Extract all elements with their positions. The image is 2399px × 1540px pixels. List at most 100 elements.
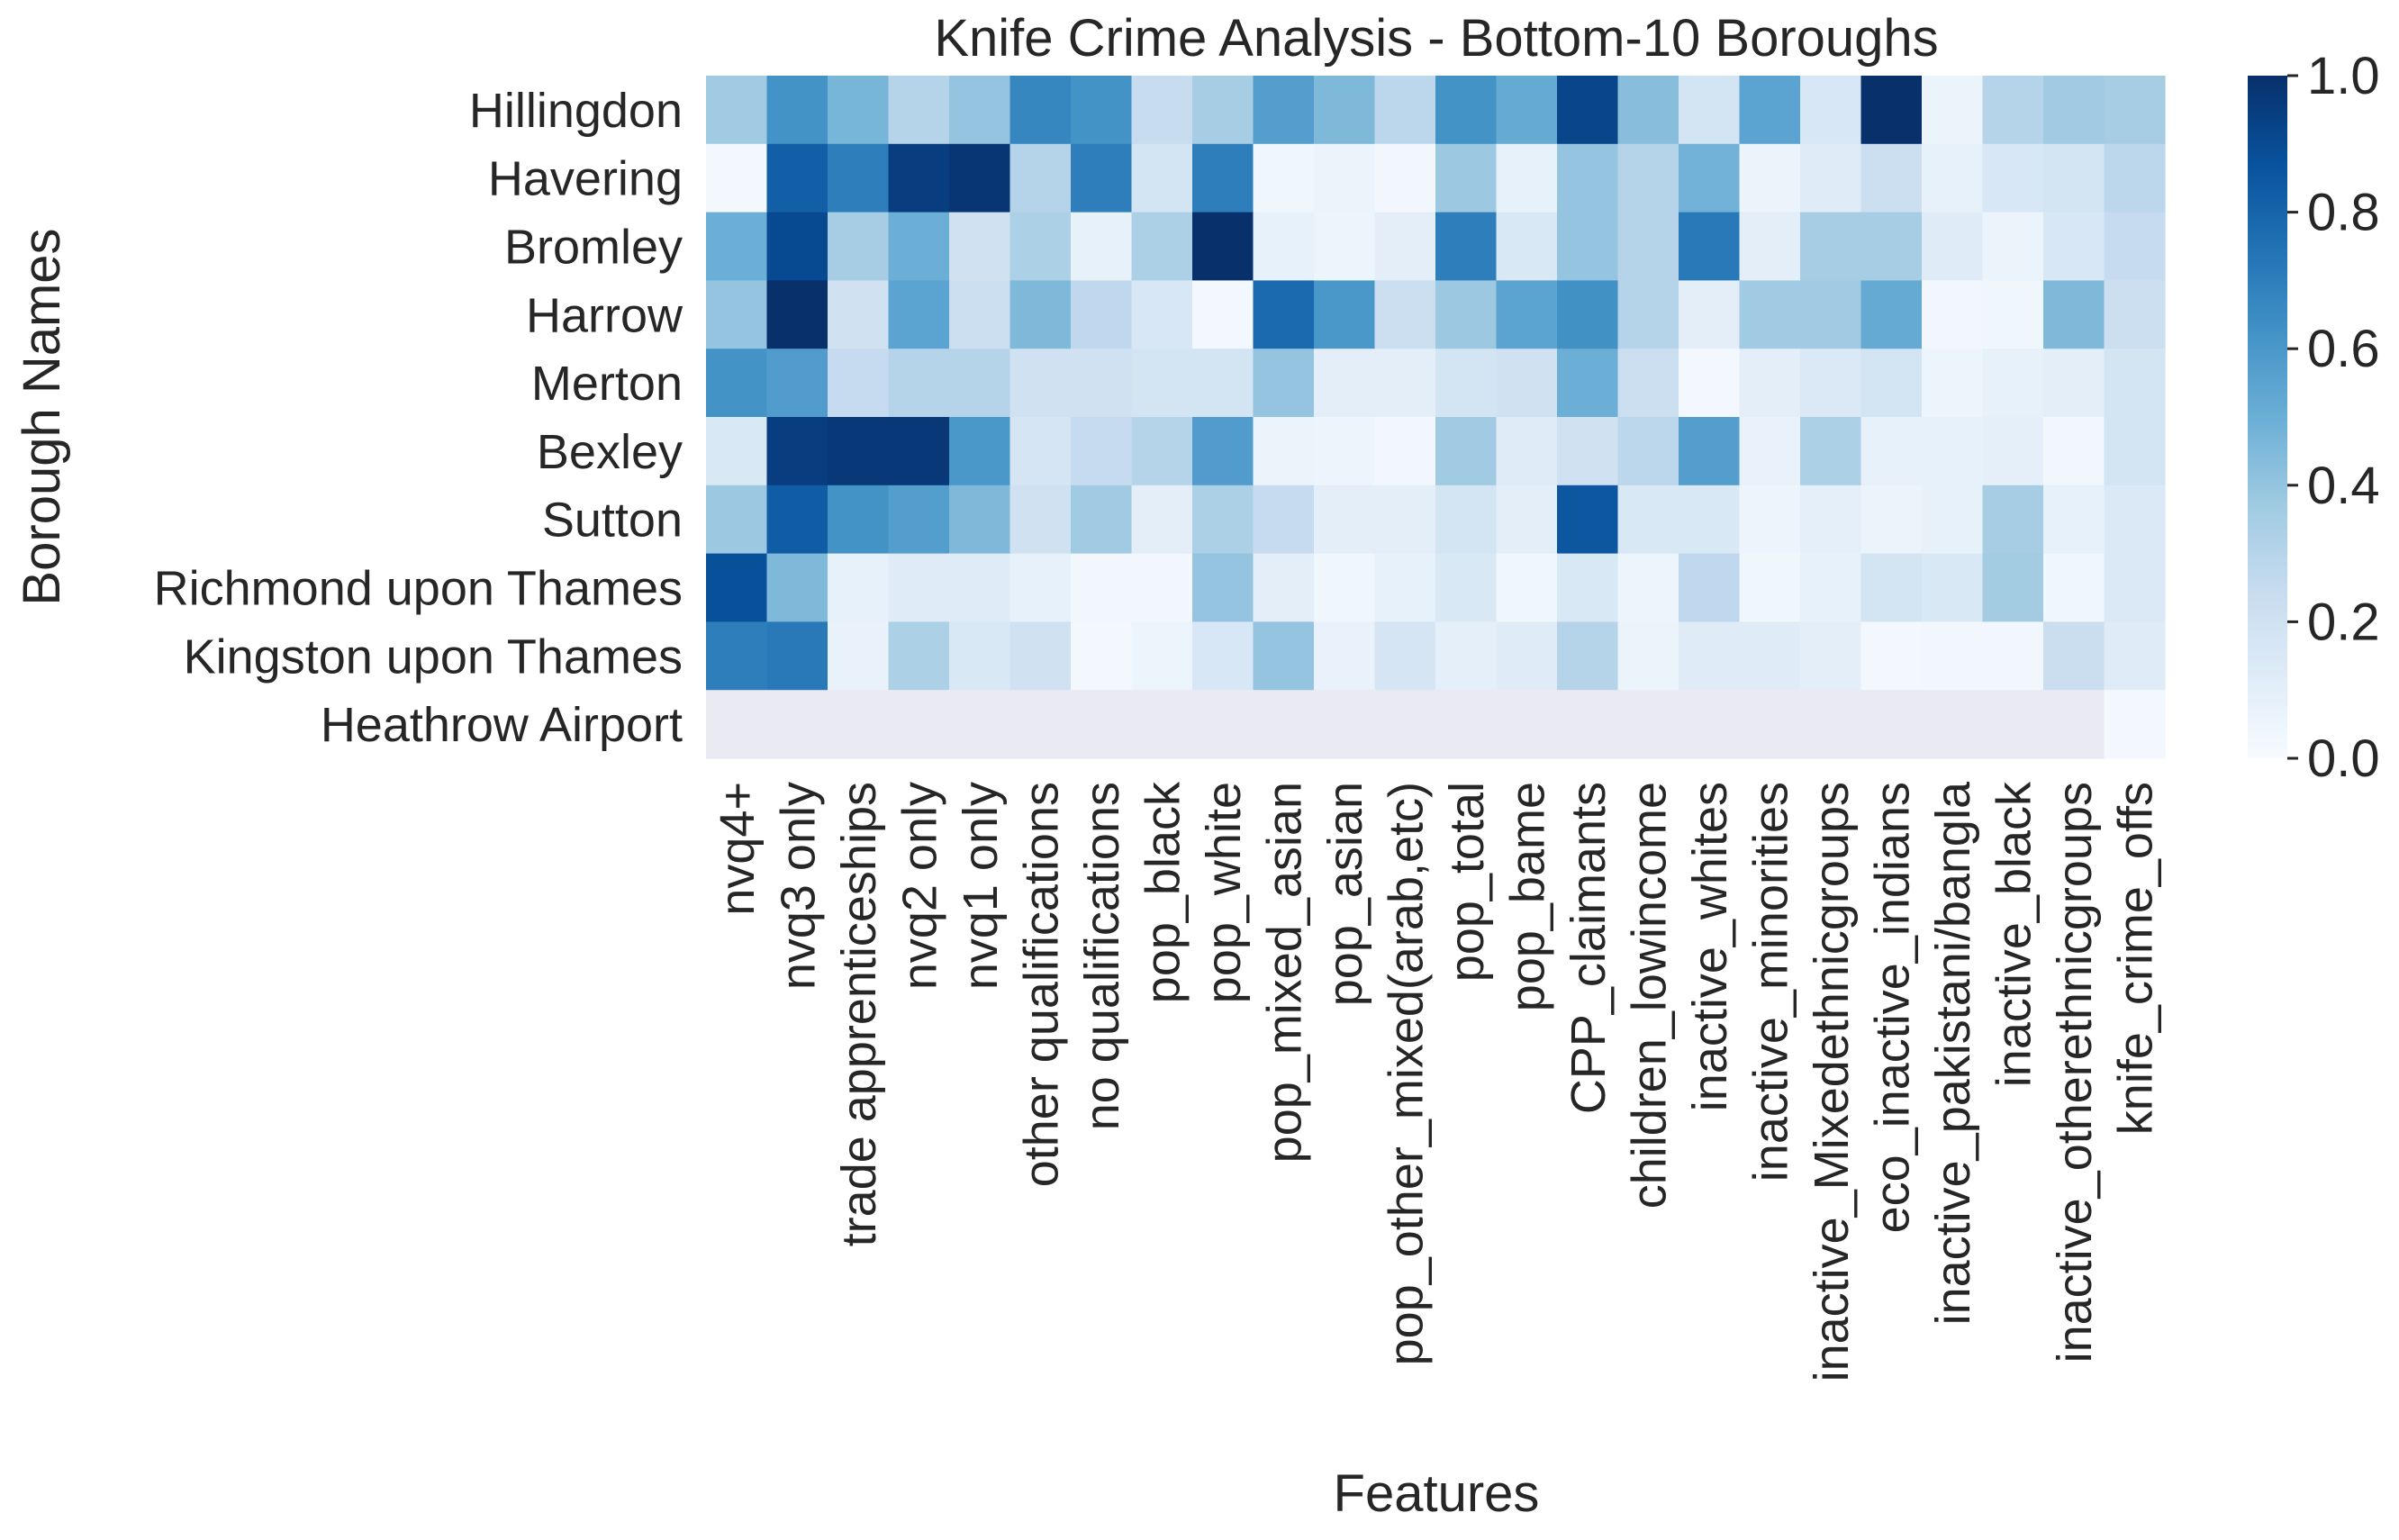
x-tick-label-nvq3-only: nvq3 only — [771, 782, 825, 990]
heatmap-cell — [1253, 212, 1315, 281]
heatmap-cell — [1739, 143, 1801, 213]
heatmap-cell — [1922, 621, 1984, 691]
heatmap-cell — [949, 212, 1011, 281]
heatmap-cell — [1374, 621, 1436, 691]
heatmap-cell — [1009, 690, 1072, 759]
heatmap-cell — [1253, 417, 1315, 486]
heatmap-cell — [1496, 485, 1558, 555]
heatmap-cell — [1557, 485, 1619, 555]
heatmap-cell — [1009, 485, 1072, 555]
heatmap-cell — [706, 76, 768, 145]
heatmap-cell — [1374, 212, 1436, 281]
x-tick-label-pop-total: pop_total — [1440, 782, 1494, 982]
heatmap-cell — [766, 485, 828, 555]
heatmap-cell — [1922, 212, 1984, 281]
heatmap-cell — [1922, 349, 1984, 418]
heatmap-cell — [2104, 280, 2166, 349]
x-tick-label-nvq1-only: nvq1 only — [954, 782, 1008, 990]
heatmap-cell — [1071, 690, 1133, 759]
heatmap-cell — [1314, 621, 1376, 691]
heatmap-cell — [828, 417, 890, 486]
x-tick-label-inactive-otherethnicgroups: inactive_otherethnicgroups — [2048, 782, 2102, 1363]
heatmap-cell — [706, 621, 768, 691]
heatmap-cell — [1314, 417, 1376, 486]
heatmap-cell — [2104, 621, 2166, 691]
heatmap-cell — [1435, 417, 1498, 486]
x-tick-label-eco-inactive-indians: eco_inactive_indians — [1865, 782, 1919, 1233]
heatmap-cell — [888, 485, 950, 555]
heatmap-cell — [1192, 485, 1254, 555]
heatmap-cell — [1071, 212, 1133, 281]
colorbar-tick-label: 0.4 — [2307, 457, 2380, 515]
heatmap-cell — [1071, 553, 1133, 622]
chart-title: Knife Crime Analysis - Bottom-10 Borough… — [934, 9, 1938, 68]
heatmap-cell — [1982, 690, 2044, 759]
heatmap-cell — [1922, 143, 1984, 213]
heatmap-cell — [828, 621, 890, 691]
heatmap-cell — [766, 76, 828, 145]
heatmap-cell — [2104, 76, 2166, 145]
colorbar: 0.0 0.2 0.4 0.6 0.8 1.0 — [2248, 47, 2380, 788]
heatmap-cell — [1253, 485, 1315, 555]
x-tick-label-other-qualifications: other qualifications — [1014, 782, 1068, 1187]
heatmap-cell — [1071, 349, 1133, 418]
heatmap-cell — [1496, 143, 1558, 213]
heatmap-cell — [1435, 280, 1498, 349]
heatmap-cell — [1922, 76, 1984, 145]
heatmap-cell — [1679, 690, 1741, 759]
heatmap-cell — [1800, 212, 1862, 281]
heatmap-cell — [828, 485, 890, 555]
heatmap-cell — [1557, 349, 1619, 418]
heatmap-cell — [1557, 212, 1619, 281]
heatmap-cell — [949, 485, 1011, 555]
colorbar-gradient — [2248, 76, 2287, 758]
heatmap-cell — [949, 280, 1011, 349]
heatmap-cell — [1192, 143, 1254, 213]
y-tick-label-kingston-upon-thames: Kingston upon Thames — [184, 630, 683, 684]
heatmap-cell — [949, 349, 1011, 418]
x-tick-label-inactive-black: inactive_black — [1987, 781, 2041, 1087]
heatmap-cell — [1679, 621, 1741, 691]
heatmap-cell — [706, 485, 768, 555]
heatmap-cell — [1131, 212, 1193, 281]
heatmap-cell — [1374, 76, 1436, 145]
heatmap-cell — [1739, 417, 1801, 486]
heatmap-cell — [888, 621, 950, 691]
heatmap-cell — [828, 690, 890, 759]
heatmap-cell — [2104, 553, 2166, 622]
heatmap-cell — [1071, 143, 1133, 213]
y-tick-label-havering: Havering — [488, 152, 683, 206]
heatmap-cell — [1557, 280, 1619, 349]
heatmap-cell — [1557, 690, 1619, 759]
heatmap-cell — [888, 280, 950, 349]
heatmap-cell — [1009, 621, 1072, 691]
heatmap-cell — [1982, 212, 2044, 281]
heatmap-cell — [1496, 76, 1558, 145]
heatmap-cell — [1192, 417, 1254, 486]
heatmap-cell — [1314, 212, 1376, 281]
heatmap-cell — [1800, 485, 1862, 555]
heatmap-cell — [949, 690, 1011, 759]
heatmap-cell — [1922, 280, 1984, 349]
heatmap-cell — [1800, 690, 1862, 759]
y-tick-label-sutton: Sutton — [542, 494, 683, 548]
heatmap-cell — [1192, 349, 1254, 418]
x-tick-label-inactive-minorities: inactive_minorities — [1743, 782, 1797, 1182]
heatmap-cell — [1314, 690, 1376, 759]
heatmap-cell — [1557, 76, 1619, 145]
heatmap-cell — [1253, 280, 1315, 349]
heatmap-cell — [1557, 143, 1619, 213]
heatmap-cell — [1860, 349, 1923, 418]
x-tick-label-cpp-claimants: CPP_claimants — [1562, 782, 1616, 1114]
heatmap-cell — [1374, 143, 1436, 213]
heatmap-cell — [1192, 690, 1254, 759]
heatmap-cell — [1739, 485, 1801, 555]
heatmap-cell — [766, 417, 828, 486]
heatmap-cell — [1253, 690, 1315, 759]
heatmap-cell — [1314, 553, 1376, 622]
heatmap-cell — [828, 349, 890, 418]
x-tick-label-inactive-whites: inactive_whites — [1683, 782, 1737, 1111]
heatmap-cell — [1617, 143, 1679, 213]
heatmap-cell — [706, 280, 768, 349]
